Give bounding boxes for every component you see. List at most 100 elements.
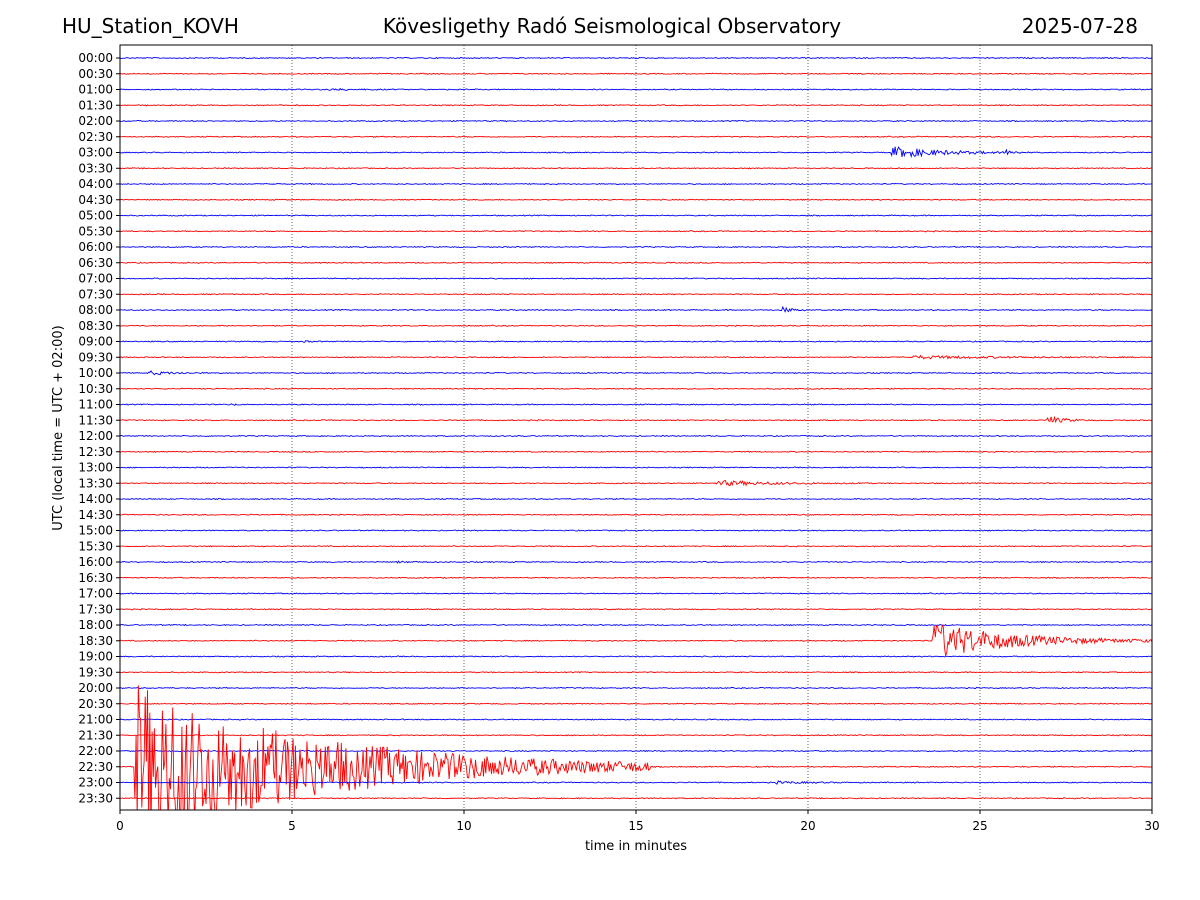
trace-line-1900 [120,655,1152,658]
trace-line-0200 [120,119,1152,123]
y-tick-label: 20:00 [78,681,113,695]
trace-line-1100 [120,403,1152,407]
y-tick-label: 10:30 [78,382,113,396]
chart-date: 2025-07-28 [1021,14,1138,38]
y-tick-label: 22:30 [78,760,113,774]
trace-line-1230 [120,450,1152,453]
y-tick-label: 02:00 [78,114,113,128]
y-tick-label: 19:00 [78,650,113,664]
trace-line-0000 [120,56,1152,60]
y-tick-label: 09:00 [78,335,113,349]
x-tick-label: 10 [456,819,471,833]
trace-line-0230 [120,135,1152,138]
y-tick-label: 15:00 [78,524,113,538]
trace-line-1700 [120,592,1152,595]
trace-line-2230 [120,685,1152,810]
trace-line-0730 [120,293,1152,296]
y-tick-label: 11:30 [78,413,113,427]
y-tick-label: 15:30 [78,539,113,553]
trace-line-2200 [120,749,1152,753]
trace-line-1800 [120,623,1152,627]
trace-line-0130 [120,104,1152,107]
y-tick-label: 06:30 [78,256,113,270]
x-axis-label: time in minutes [585,839,687,854]
trace-line-1000 [120,370,1152,376]
y-tick-label: 17:30 [78,602,113,616]
grid-layer [291,45,981,810]
y-tick-label: 05:30 [78,224,113,238]
y-tick-label: 18:00 [78,618,113,632]
trace-line-1530 [120,545,1152,548]
y-tick-label: 01:30 [78,98,113,112]
y-tick-label: 03:30 [78,161,113,175]
y-tick-label: 13:30 [78,476,113,490]
trace-line-0600 [120,245,1152,249]
trace-line-0830 [120,324,1152,327]
trace-line-1030 [120,387,1152,390]
y-tick-label: 14:30 [78,508,113,522]
station-name: HU_Station_KOVH [62,14,239,38]
x-tick-layer: 0 5 10 15 20 25 30 [116,810,1160,833]
trace-line-2330 [120,797,1152,800]
trace-line-0930 [120,354,1152,360]
trace-line-1730 [120,608,1152,611]
trace-line-1130 [120,415,1152,424]
trace-line-0530 [120,230,1152,233]
trace-line-1200 [120,434,1152,438]
y-tick-label: 06:00 [78,240,113,254]
y-tick-label: 18:30 [78,634,113,648]
trace-line-1600 [120,560,1152,564]
x-tick-label: 30 [1144,819,1159,833]
y-tick-label: 07:00 [78,272,113,286]
trace-line-0800 [120,305,1152,313]
y-tick-label: 14:00 [78,492,113,506]
x-tick-label: 15 [628,819,643,833]
trace-line-2100 [120,718,1152,721]
y-tick-label: 04:30 [78,193,113,207]
trace-line-2030 [120,702,1152,705]
y-tick-label: 21:00 [78,713,113,727]
trace-line-0430 [120,198,1152,201]
y-tick-label: 03:00 [78,146,113,160]
trace-line-1330 [120,479,1152,487]
y-tick-label: 12:00 [78,429,113,443]
trace-line-2000 [120,686,1152,690]
trace-line-1500 [120,529,1152,532]
y-tick-label: 09:30 [78,350,113,364]
trace-line-0700 [120,277,1152,280]
chart-title: Kövesligethy Radó Seismological Observat… [382,14,842,38]
trace-line-0900 [120,340,1152,343]
y-tick-label: 07:30 [78,287,113,301]
y-tick-label: 23:30 [78,791,113,805]
y-tick-label: 05:00 [78,209,113,223]
trace-line-1630 [120,576,1152,579]
trace-line-1830 [120,624,1152,658]
x-tick-label: 20 [800,819,815,833]
y-tick-label: 20:30 [78,697,113,711]
trace-line-1430 [120,513,1152,516]
trace-line-0330 [120,167,1152,170]
y-tick-label: 08:00 [78,303,113,317]
trace-line-2300 [120,780,1152,785]
y-tick-label: 17:00 [78,587,113,601]
trace-line-1400 [120,497,1152,501]
y-tick-label: 13:00 [78,461,113,475]
y-tick-label: 04:00 [78,177,113,191]
y-tick-label: 22:00 [78,744,113,758]
y-tick-label: 08:30 [78,319,113,333]
x-tick-label: 0 [116,819,124,833]
x-tick-label: 5 [288,819,296,833]
y-tick-label: 16:00 [78,555,113,569]
trace-line-0630 [120,261,1152,264]
trace-layer [120,56,1152,810]
y-tick-label: 12:30 [78,445,113,459]
trace-line-1300 [120,466,1152,469]
x-tick-label: 25 [972,819,987,833]
y-tick-label: 01:00 [78,83,113,97]
y-tick-label: 00:00 [78,51,113,65]
y-tick-label: 02:30 [78,130,113,144]
trace-line-0300 [120,146,1152,159]
trace-line-0500 [120,214,1152,217]
